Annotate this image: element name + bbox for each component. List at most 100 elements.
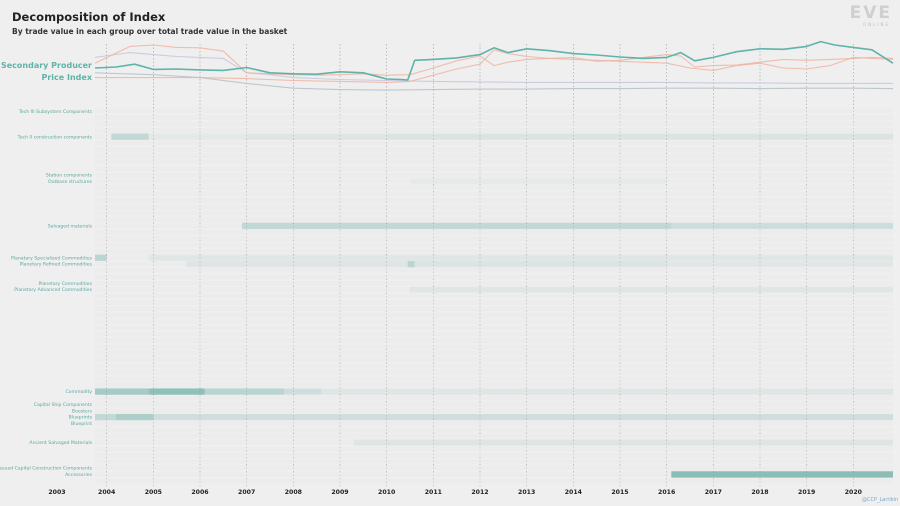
heatmap-row-band <box>95 459 893 464</box>
heatmap-row-band <box>95 472 893 477</box>
x-tick-2019: 2019 <box>798 489 815 496</box>
heatmap-row-band <box>95 147 893 152</box>
heatmap-row-label: Accessories <box>65 472 93 478</box>
heatmap-row-band <box>95 185 893 190</box>
price-index-lines <box>94 40 894 91</box>
chart-subtitle: By trade value in each group over total … <box>12 27 288 36</box>
x-tick-2017: 2017 <box>705 489 722 496</box>
line-chart-label: Secondary Producer Price Index <box>1 61 93 82</box>
heatmap-row-label: Outbase structures <box>48 179 93 185</box>
heatmap-row-band <box>95 223 893 229</box>
heatmap-row-band <box>95 293 893 299</box>
heatmap-cell <box>95 388 149 395</box>
heatmap-row-band <box>95 376 893 382</box>
heatmap-cell <box>410 286 893 293</box>
heatmap-row-band <box>95 332 893 337</box>
heatmap-row-band <box>95 115 893 120</box>
heatmap-row-label: Commodity <box>66 389 93 395</box>
heatmap-row-band <box>95 230 893 235</box>
heatmap-cell <box>148 254 893 261</box>
heatmap-row-band <box>95 453 893 458</box>
x-tick-2006: 2006 <box>191 489 208 496</box>
heatmap-row-band <box>95 446 893 452</box>
x-tick-2005: 2005 <box>145 489 162 496</box>
heatmap-cell <box>671 471 893 478</box>
heatmap-row-band <box>95 319 893 324</box>
heatmap-row-label: Planetary Advanced Commodities <box>14 287 92 293</box>
logo-text: EVE <box>849 3 892 23</box>
x-tick-2010: 2010 <box>378 489 396 496</box>
heatmap-cell <box>414 260 667 268</box>
heatmap-row-band <box>95 128 893 133</box>
x-tick-2009: 2009 <box>331 489 348 496</box>
heatmap-row-band <box>95 433 893 439</box>
line-label-text: Secondary Producer <box>1 61 92 70</box>
heatmap-row-label: Boosters <box>72 408 93 414</box>
series-line-other <box>94 72 894 91</box>
heatmap-row-band <box>95 249 893 254</box>
heatmap-row-band <box>95 421 893 426</box>
heatmap-row-band <box>95 402 893 407</box>
heatmap-row-band <box>95 325 893 331</box>
heatmap-row-band <box>95 191 893 197</box>
heatmap-row-band <box>95 159 893 165</box>
heatmap-row-band <box>95 179 893 184</box>
heatmap-row-label: Tech III Subsystem Components <box>18 109 93 115</box>
chart-title: Decomposition of Index <box>12 10 166 24</box>
heatmap-row-band <box>95 370 893 375</box>
heatmap-row-band <box>95 236 893 241</box>
heatmap-row-band <box>95 363 893 369</box>
x-tick-2020: 2020 <box>845 489 863 496</box>
heatmap-row-band <box>95 440 893 445</box>
heatmap-row-band <box>95 281 893 286</box>
heatmap-row-band <box>95 261 893 267</box>
heatmap-row-band <box>95 108 893 114</box>
x-axis-tick-labels: 2003 2004 2005 2006 2007 2008 2009 2010 2011 2012… <box>48 489 862 496</box>
heatmap-row-label: Ancient Salvaged Materials <box>29 440 92 446</box>
heatmap-row-band <box>95 344 893 350</box>
x-tick-2011: 2011 <box>425 489 442 496</box>
x-tick-2008: 2008 <box>285 489 302 496</box>
heatmap-row-band <box>95 198 893 203</box>
x-tick-2018: 2018 <box>751 489 768 496</box>
heatmap-row-label: Planetary Specialized Commodities <box>11 255 93 261</box>
x-tick-2003: 2003 <box>48 489 65 496</box>
x-tick-2015: 2015 <box>611 489 628 496</box>
heatmap-cell <box>284 388 322 395</box>
heatmap-cell <box>410 178 667 185</box>
heatmap-cell <box>354 439 893 446</box>
heatmap-row-band <box>95 287 893 292</box>
heatmap-row-band <box>95 408 893 413</box>
heatmap-row-band <box>95 427 893 433</box>
heatmap-row-band <box>95 217 893 222</box>
heatmap-cell <box>186 260 408 268</box>
heatmap-cell <box>148 388 205 395</box>
heatmap <box>95 108 894 484</box>
heatmap-row-band <box>95 172 893 178</box>
heatmap-row-label: Station components <box>46 173 93 179</box>
heatmap-cell <box>386 133 893 140</box>
heatmap-row-label: Salvaged materials <box>48 223 93 229</box>
heatmap-cell <box>95 254 107 261</box>
heatmap-row-band <box>95 242 893 248</box>
heatmap-row-band <box>95 389 893 394</box>
heatmap-cell <box>153 413 894 421</box>
heatmap-cell <box>242 222 672 230</box>
heatmap-row-band <box>95 121 893 127</box>
heatmap-row-band <box>95 357 893 362</box>
x-tick-2016: 2016 <box>658 489 675 496</box>
heatmap-cell <box>116 413 154 421</box>
series-line-other <box>94 52 893 84</box>
heatmap-row-band <box>95 338 893 343</box>
heatmap-row-band <box>95 210 893 216</box>
heatmap-row-label: Blueprint <box>71 421 92 427</box>
heatmap-row-band <box>95 312 893 318</box>
heatmap-row-band <box>95 351 893 356</box>
heatmap-row-label: Issued Capital Construction Components <box>0 466 93 472</box>
heatmap-cell <box>246 133 387 140</box>
heatmap-row-band <box>95 140 893 146</box>
heatmap-row-band <box>95 478 893 484</box>
x-tick-2004: 2004 <box>98 489 116 496</box>
x-tick-2012: 2012 <box>471 489 488 496</box>
